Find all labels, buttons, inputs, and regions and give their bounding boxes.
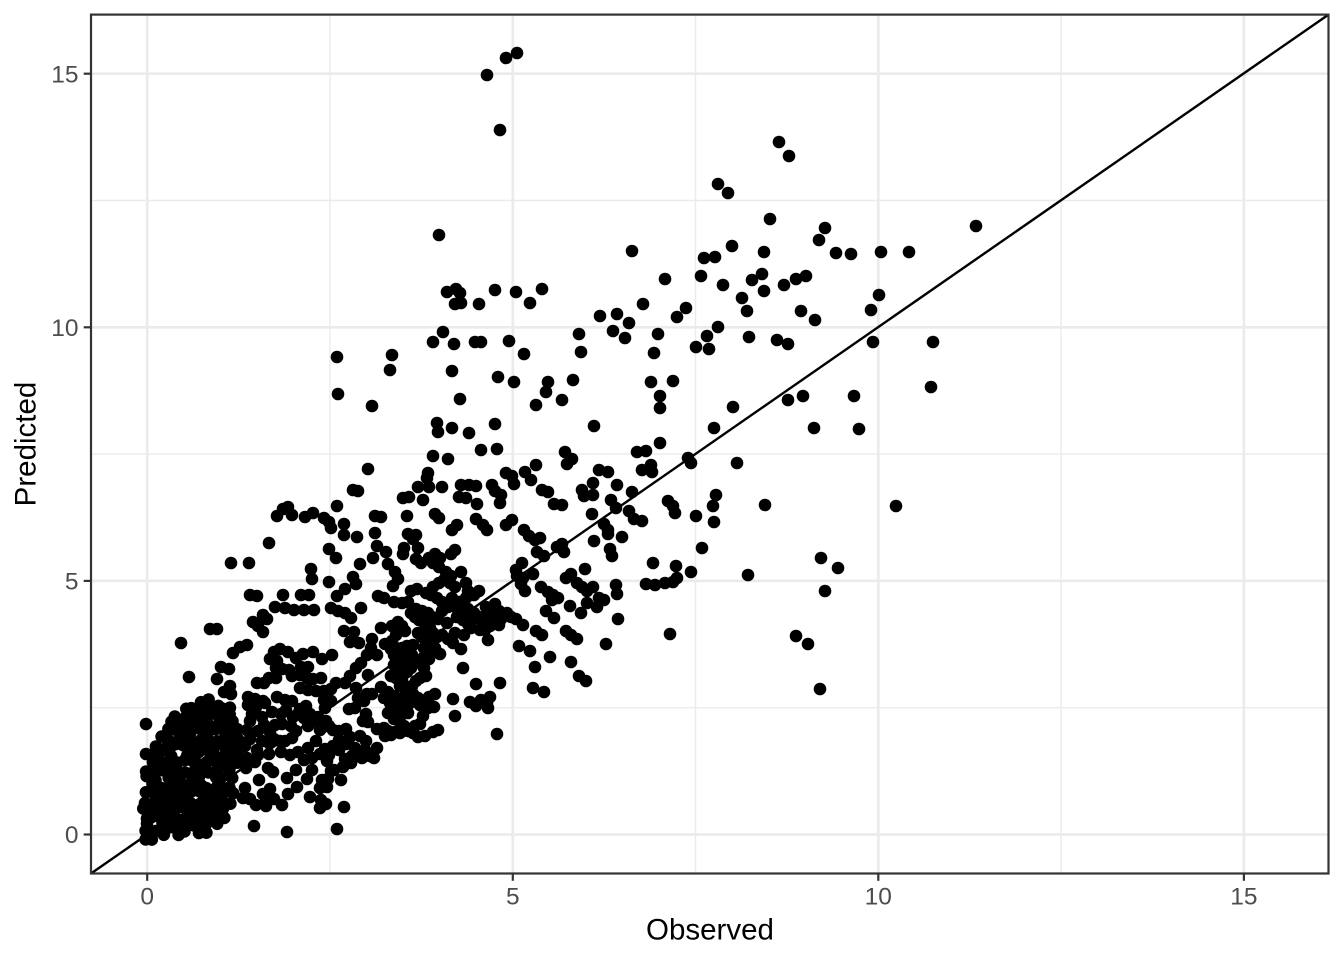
svg-text:0: 0 <box>140 884 154 911</box>
svg-text:5: 5 <box>65 569 79 596</box>
svg-text:5: 5 <box>506 884 520 911</box>
svg-text:Observed: Observed <box>646 914 774 947</box>
svg-text:Predicted: Predicted <box>10 382 43 507</box>
svg-text:10: 10 <box>51 315 78 342</box>
svg-text:15: 15 <box>1230 884 1257 911</box>
svg-text:15: 15 <box>51 61 78 88</box>
svg-text:0: 0 <box>65 822 79 849</box>
svg-text:10: 10 <box>865 884 892 911</box>
